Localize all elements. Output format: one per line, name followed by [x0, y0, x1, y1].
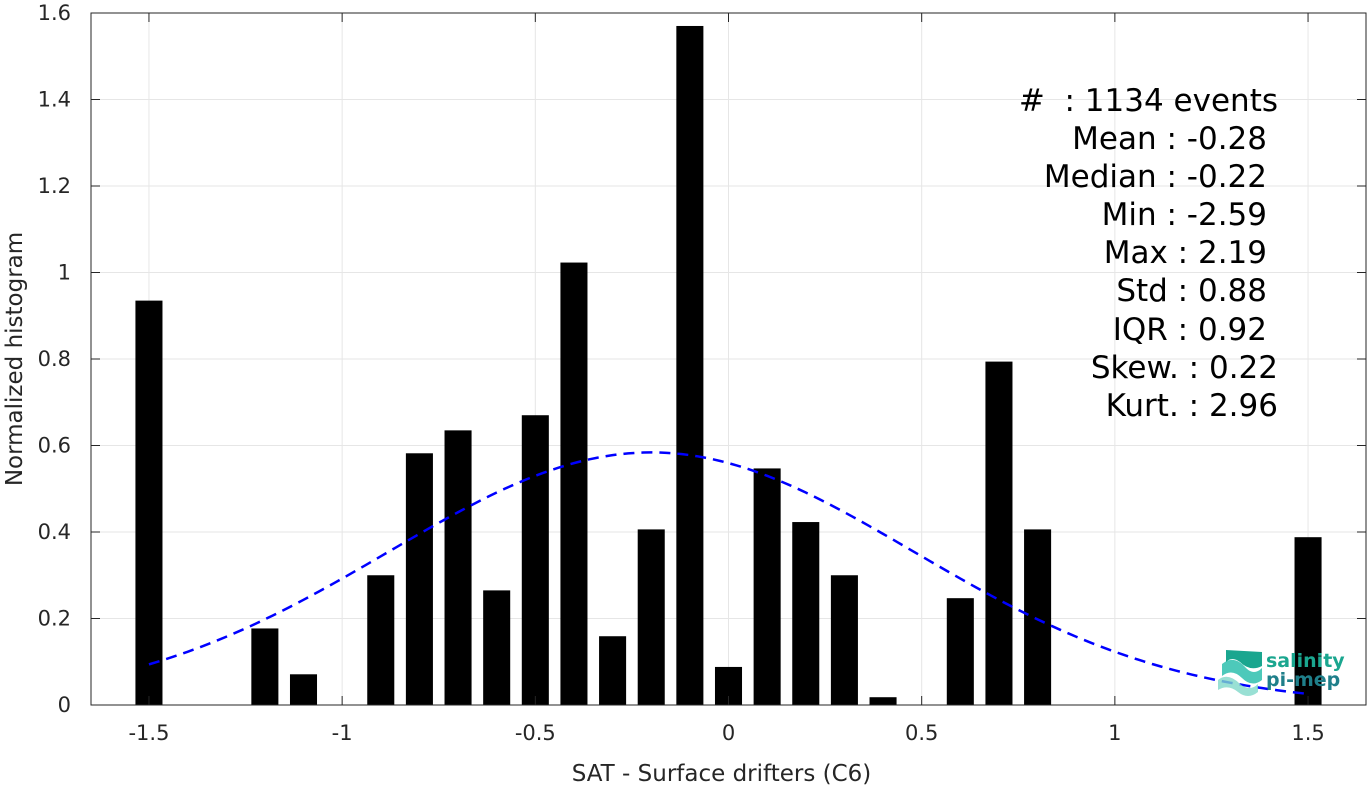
histogram-bar — [135, 300, 163, 705]
stat-skew: Skew. : 0.22 — [1091, 350, 1278, 386]
stat-mean: Mean : -0.28 — [1072, 121, 1267, 157]
histogram-bar — [792, 522, 820, 705]
histogram-bar — [289, 674, 318, 705]
histogram-bar — [676, 25, 704, 706]
stat-kurt: Kurt. : 2.96 — [1106, 388, 1278, 424]
histogram-bar — [753, 468, 781, 705]
histogram-bar — [251, 628, 279, 705]
y-tick-label: 0.4 — [38, 520, 71, 544]
histogram-bar — [560, 262, 588, 705]
histogram-bar — [599, 636, 627, 705]
salinity-pimep-logo: salinity pi-mep — [1218, 650, 1345, 696]
stat-count: # : 1134 events — [1019, 83, 1278, 119]
y-tick-label: 0.6 — [38, 434, 71, 458]
histogram-bar — [405, 453, 433, 705]
x-tick-label: 0 — [722, 721, 735, 745]
grid-lines — [91, 12, 1366, 706]
histogram-bar — [869, 697, 897, 705]
y-tick-label: 0.2 — [38, 607, 71, 631]
histogram-bar — [1294, 537, 1322, 705]
stat-iqr: IQR : 0.92 — [1113, 312, 1267, 348]
y-tick-label: 0 — [58, 693, 71, 717]
x-axis-label: SAT - Surface drifters (C6) — [572, 761, 872, 785]
logo-text-line1: salinity — [1266, 650, 1345, 672]
x-tick-label: -1 — [332, 721, 353, 745]
histogram-bar — [637, 529, 665, 705]
histogram-bar — [985, 361, 1013, 705]
axis-ticks: -1.5 -1 -0.5 0 0.5 1 1.5 0 0.2 0.4 0.6 0.8 1 1.2 1.4 1.… — [38, 1, 1366, 745]
y-tick-label: 1 — [58, 261, 71, 285]
x-tick-label: -0.5 — [515, 721, 556, 745]
x-tick-label: 1.5 — [1291, 721, 1324, 745]
y-tick-label: 1.2 — [38, 174, 71, 198]
histogram-bars — [135, 25, 1322, 706]
logo-wave-icon — [1218, 650, 1262, 696]
histogram-bar — [1024, 529, 1052, 705]
x-tick-label: 1 — [1108, 721, 1121, 745]
histogram-bar — [483, 590, 511, 705]
x-tick-label: 0.5 — [905, 721, 938, 745]
stat-std: Std : 0.88 — [1116, 273, 1267, 309]
histogram-bar — [946, 598, 974, 705]
y-tick-label: 0.8 — [38, 347, 71, 371]
stat-min: Min : -2.59 — [1102, 197, 1267, 233]
logo-text-line2: pi-mep — [1266, 669, 1340, 691]
histogram-bar — [830, 575, 858, 705]
stat-median: Median : -0.22 — [1044, 159, 1267, 195]
histogram-bar — [444, 430, 472, 705]
stat-max: Max : 2.19 — [1104, 235, 1267, 271]
x-tick-label: -1.5 — [128, 721, 169, 745]
stats-box: # : 1134 events Mean : -0.28 Median : -0… — [1019, 83, 1278, 424]
histogram-bar — [367, 575, 395, 705]
y-axis-label: Normalized histogram — [2, 232, 28, 486]
y-tick-label: 1.6 — [38, 1, 71, 25]
histogram-bar — [521, 415, 549, 705]
y-tick-label: 1.4 — [38, 88, 71, 112]
